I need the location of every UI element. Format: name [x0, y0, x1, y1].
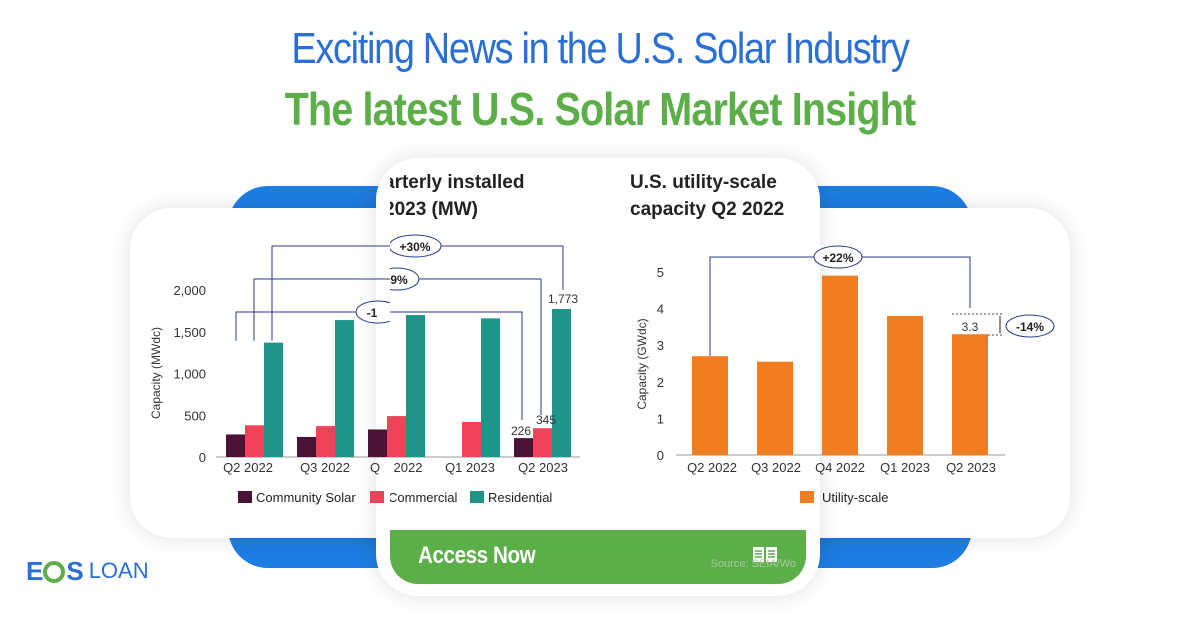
annotation-label-2: +22%	[822, 251, 853, 265]
bar-commercial	[245, 425, 264, 457]
y-tick-label-2: 3	[657, 338, 664, 353]
legend-swatch	[370, 491, 384, 503]
legend-swatch	[238, 491, 252, 503]
legend-label: Community Solar	[256, 490, 356, 505]
x-tick-label-2: Q3 2022	[751, 460, 801, 475]
legend-label: Commercial	[388, 490, 457, 505]
bar-residential	[406, 315, 425, 457]
access-now-button[interactable]: Access Now Source: SEIA/Wo	[390, 530, 806, 584]
y-tick-label: 0	[199, 450, 206, 465]
x-tick-label-2: Q2 2022	[687, 460, 737, 475]
annotation-bubble-3	[1005, 314, 1055, 338]
logo-word: LOAN	[88, 558, 149, 583]
x-tick-label: Q3 2022	[300, 460, 350, 475]
chart-1-title-line-2: 2023 (MW)	[384, 199, 478, 220]
chart-2-title-line-2: capacity Q2 2022	[630, 199, 784, 220]
annotation-bubble	[355, 300, 390, 324]
chart-1-title-line-1: arterly installed	[384, 172, 524, 193]
y-tick-label-2: 1	[657, 411, 664, 426]
x-tick-label-2: Q4 2022	[815, 460, 865, 475]
book-icon	[753, 547, 777, 562]
y-tick-label-2: 2	[657, 375, 664, 390]
x-tick-label: Q1 2023	[445, 460, 495, 475]
chart-2-title-line-1: U.S. utility-scale	[630, 172, 777, 193]
legend-swatch-2	[800, 491, 806, 503]
logo-o-mark	[43, 560, 66, 583]
legend-label: Residential	[488, 490, 552, 505]
bar-commercial	[462, 421, 481, 457]
y-tick-label: 1,000	[173, 367, 206, 382]
data-label-utility: 3.3	[962, 320, 979, 334]
legend-swatch	[470, 491, 484, 503]
bar-utility-scale	[952, 334, 988, 455]
bar-utility-scale	[887, 315, 923, 455]
center-chart-group: 2022 Q1 2023 Q2 20231,773226345+30%9%Comme…	[384, 172, 806, 505]
y-tick-label: 2,000	[173, 283, 206, 298]
annotation-label: +30%	[399, 240, 430, 254]
bar-commercial	[316, 426, 335, 457]
annotation-bracket	[253, 278, 390, 341]
left-chart-group: 2,000 1,500 1,000 500 0 Capacity (MWdc) Q2 202…	[149, 245, 390, 505]
x-tick-label: Q2 2022	[223, 460, 273, 475]
y-axis-label-2: Capacity (GWdc)	[635, 318, 649, 409]
bar-residential	[264, 342, 283, 457]
annotation-bubble	[390, 267, 420, 291]
bar-residential	[552, 308, 571, 457]
annotation-bracket	[390, 311, 523, 420]
bar-utility-scale	[757, 361, 793, 455]
legend-swatch-2b	[806, 491, 814, 503]
source-note: Source: SEIA/Wo	[710, 558, 796, 570]
annotation-bracket	[271, 245, 390, 341]
x-tick-label: 2022	[394, 460, 423, 475]
annotation-label-3: -14%	[1016, 320, 1044, 334]
bar-community-solar	[226, 434, 245, 457]
bar-community-solar	[514, 438, 533, 457]
bar-utility-scale	[822, 275, 858, 455]
y-axis-label: Capacity (MWdc)	[149, 327, 163, 419]
bar-community-solar	[368, 429, 387, 457]
x-tick-label: Q	[370, 460, 380, 475]
y-tick-label: 1,500	[173, 325, 206, 340]
data-label-community: 226	[511, 424, 531, 438]
bar-commercial	[533, 428, 552, 457]
annotation-label: -1	[367, 306, 378, 320]
y-tick-label-2: 4	[657, 302, 664, 317]
x-tick-label: Q2 2023	[518, 460, 568, 475]
x-tick-label-2: Q2 2023	[946, 460, 996, 475]
center-chart-card	[376, 158, 820, 596]
bar-commercial	[390, 416, 406, 457]
headline-line-2: The latest U.S. Solar Market Insight	[284, 83, 917, 135]
data-label-commercial: 345	[536, 413, 556, 427]
x-tick-label-2: Q1 2023	[880, 460, 930, 475]
annotation-bubble	[390, 234, 442, 258]
headline-line-1: Exciting News in the U.S. Solar Industry	[291, 24, 909, 73]
right-chart-group: Q4 2022 Q1 2023 Q2 2023 3.3 +22% -14% Utility-…	[806, 245, 1055, 505]
access-now-label: Access Now	[418, 542, 536, 569]
bar-overlap	[387, 416, 390, 457]
bar-utility-scale	[692, 356, 728, 455]
annotation-label: 9%	[390, 273, 408, 287]
data-label-residential: 1,773	[548, 292, 578, 306]
bar-residential	[335, 320, 354, 457]
annotation-bubble-2	[813, 245, 863, 269]
y-tick-label: 500	[184, 408, 206, 423]
y-tick-label-2: 0	[657, 448, 664, 463]
bar-community-solar	[297, 436, 316, 457]
annotation-bracket-2	[709, 256, 806, 357]
y-tick-label-2: 5	[657, 265, 664, 280]
legend-label-2: Utility-scale	[822, 490, 888, 505]
bar-residential	[481, 318, 500, 457]
